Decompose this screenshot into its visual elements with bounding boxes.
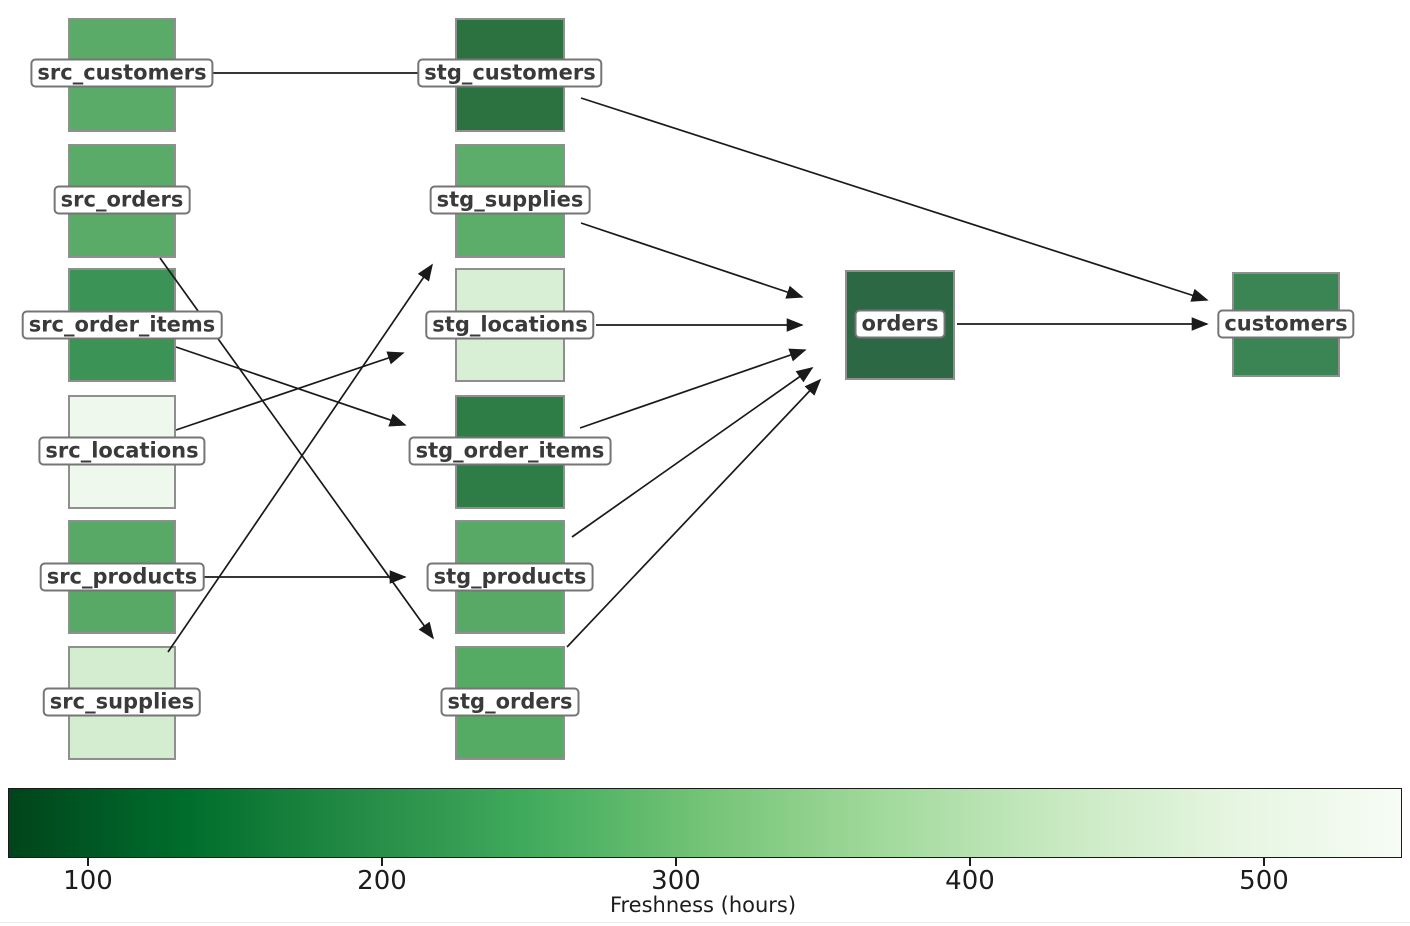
edge-src_locations-to-stg_locations — [175, 351, 405, 431]
freshness-colorbar — [8, 788, 1402, 858]
colorbar-tick-label: 200 — [357, 866, 407, 896]
edge-stg_customers-to-customers — [580, 97, 1209, 302]
colorbar-tick-label: 500 — [1239, 866, 1289, 896]
colorbar-tick-label: 400 — [945, 866, 995, 896]
node-label-src_order_items: src_order_items — [21, 310, 223, 340]
colorbar-tick — [1263, 858, 1265, 866]
node-label-src_locations: src_locations — [38, 436, 206, 466]
edge-stg_supplies-to-orders — [580, 222, 804, 299]
node-label-src_products: src_products — [39, 562, 205, 592]
edge-stg_order_items-to-orders — [579, 348, 807, 429]
node-label-stg_customers: stg_customers — [417, 58, 603, 88]
node-label-stg_products: stg_products — [426, 562, 594, 592]
node-label-src_orders: src_orders — [53, 185, 191, 215]
edge-stg_products-to-orders — [571, 367, 814, 538]
colorbar-tick — [87, 858, 89, 866]
colorbar-tick — [381, 858, 383, 866]
colorbar-tick — [675, 858, 677, 866]
colorbar-tick-label: 100 — [63, 866, 113, 896]
colorbar-axis-label: Freshness (hours) — [609, 893, 797, 917]
node-label-orders: orders — [854, 309, 946, 339]
edge-stg_orders-to-orders — [566, 378, 822, 648]
node-label-src_customers: src_customers — [30, 58, 214, 88]
node-label-stg_supplies: stg_supplies — [429, 185, 591, 215]
node-label-customers: customers — [1217, 309, 1355, 339]
node-label-stg_orders: stg_orders — [440, 687, 580, 717]
node-label-stg_order_items: stg_order_items — [408, 436, 612, 466]
edge-src_order_items-to-stg_order_items — [175, 346, 407, 427]
colorbar-tick — [969, 858, 971, 866]
colorbar-tick-label: 300 — [651, 866, 701, 896]
figure-bottom-rule — [0, 922, 1410, 923]
edge-src_supplies-to-stg_supplies — [167, 263, 433, 653]
node-label-stg_locations: stg_locations — [425, 310, 595, 340]
node-label-src_supplies: src_supplies — [42, 687, 202, 717]
